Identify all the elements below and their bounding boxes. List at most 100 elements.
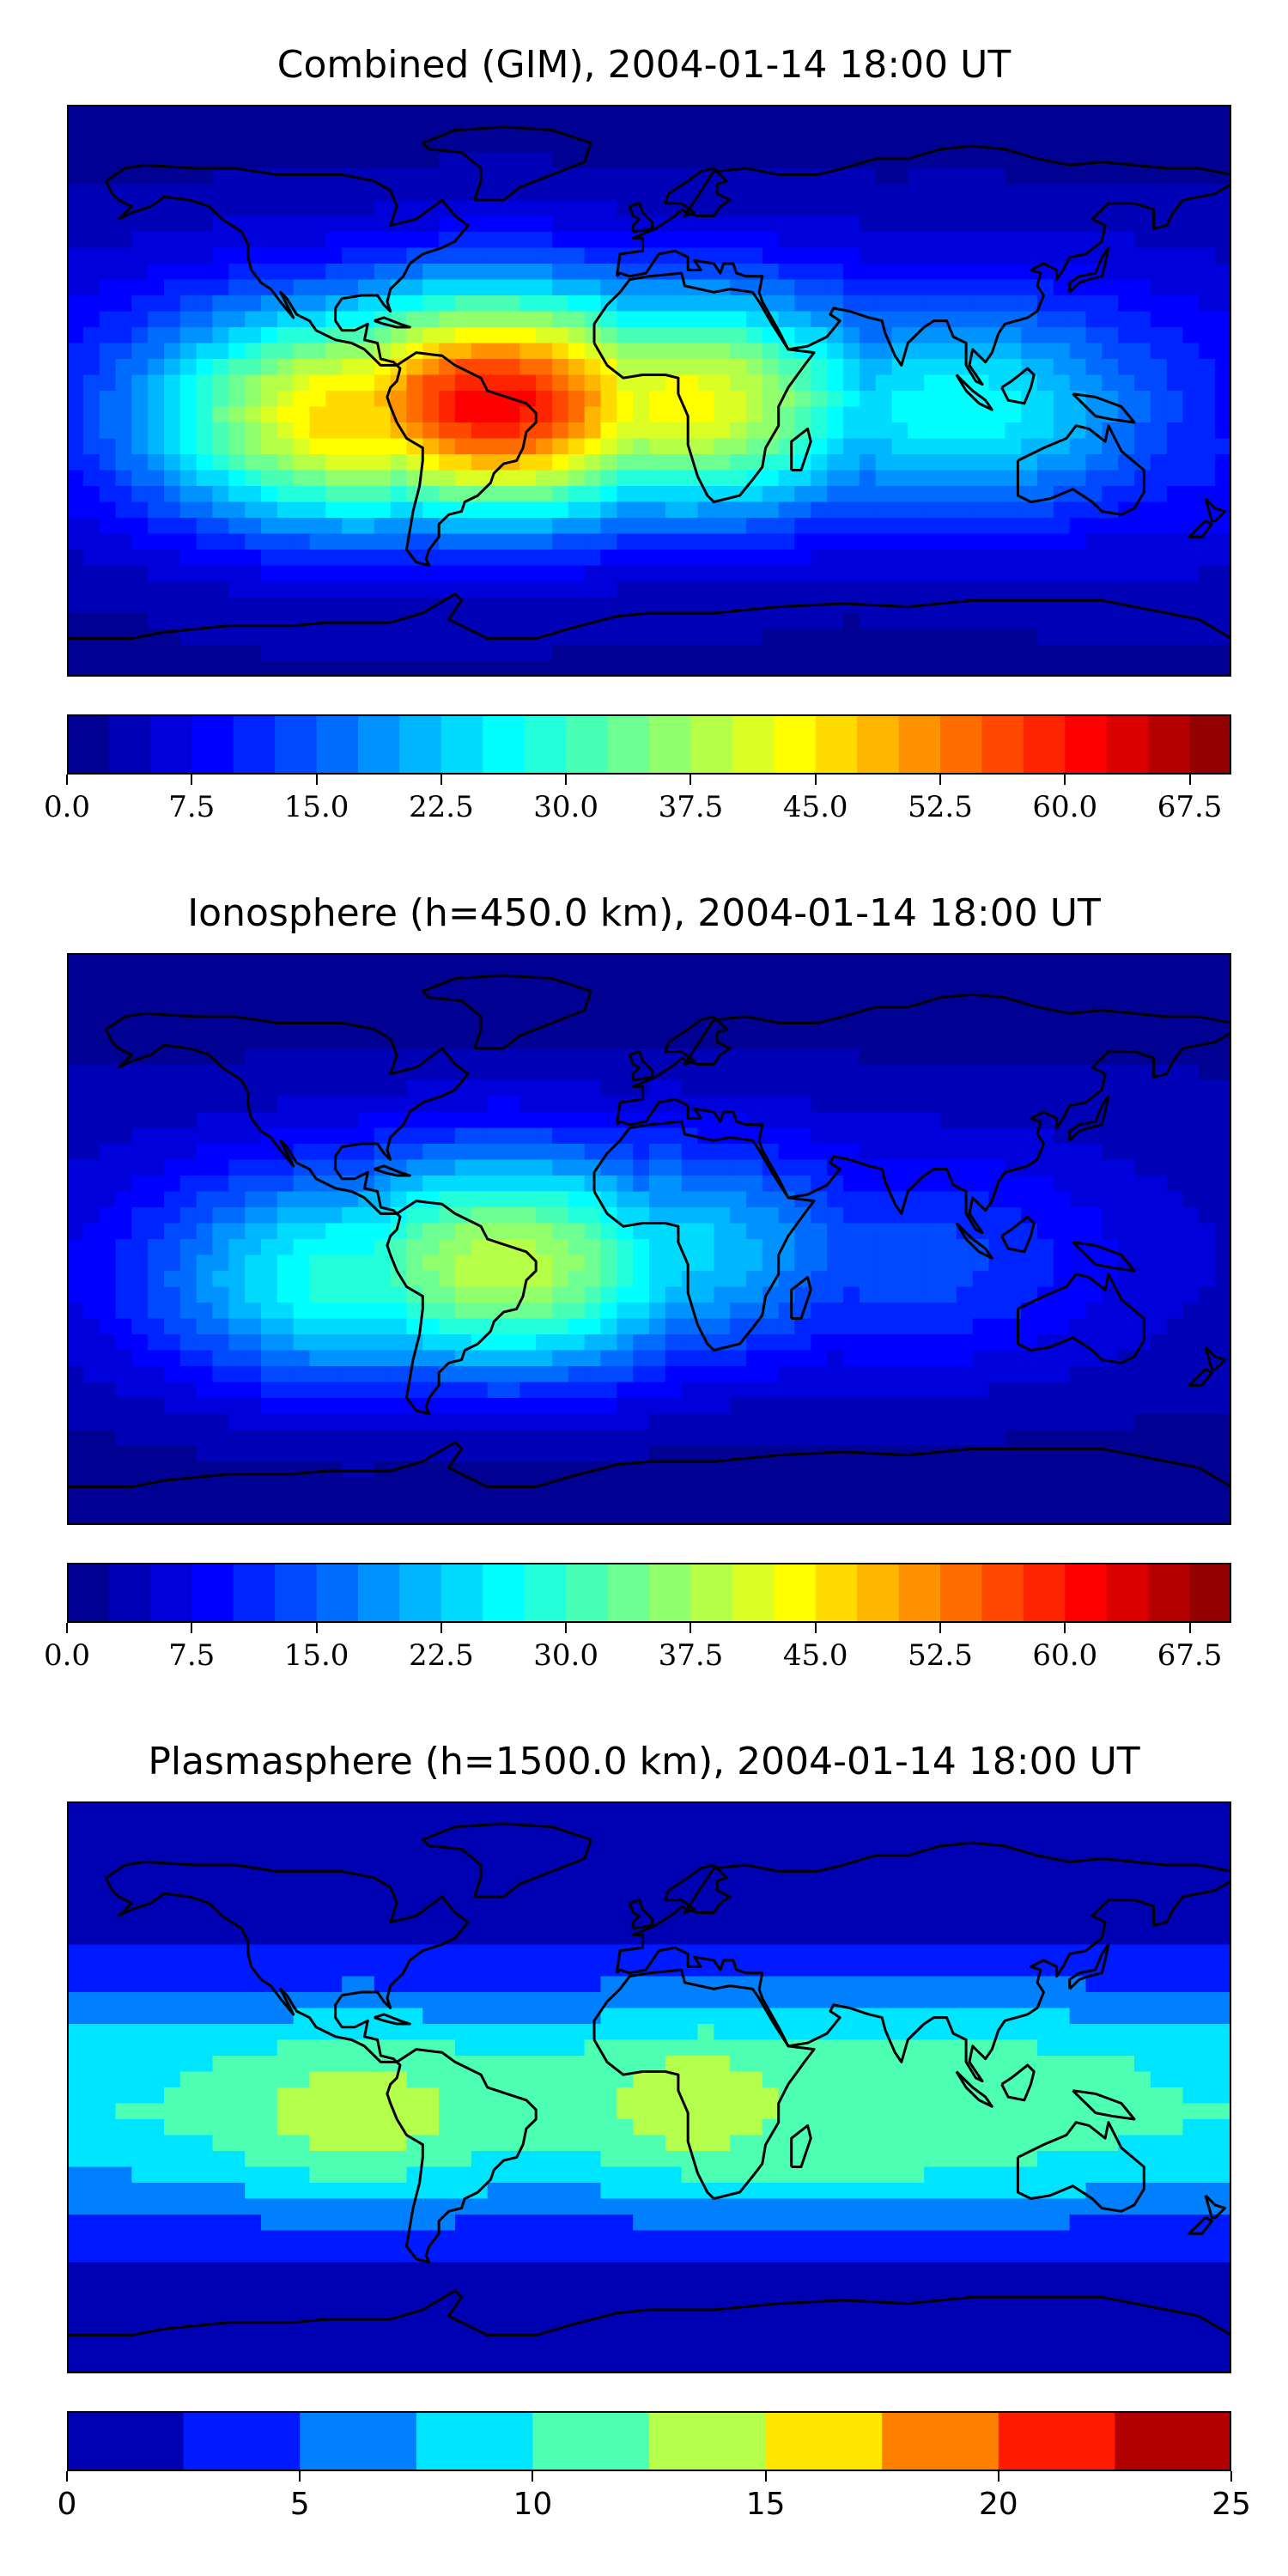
contour-cell bbox=[374, 1334, 392, 1352]
contour-cell bbox=[179, 1112, 197, 1129]
contour-cell bbox=[552, 1223, 569, 1240]
contour-cell bbox=[131, 1350, 149, 1367]
contour-cell bbox=[1085, 359, 1103, 376]
contour-cell bbox=[1215, 343, 1231, 360]
contour-cell bbox=[649, 137, 666, 154]
contour-cell bbox=[875, 1064, 893, 1081]
contour-cell bbox=[714, 1445, 731, 1462]
contour-cell bbox=[374, 533, 392, 550]
contour-cell bbox=[891, 1176, 908, 1193]
contour-cell bbox=[617, 1318, 634, 1335]
contour-cell bbox=[196, 422, 214, 440]
contour-cell bbox=[665, 518, 683, 535]
contour-cell bbox=[617, 1413, 634, 1431]
contour-cell bbox=[503, 1112, 520, 1129]
contour-cell bbox=[519, 1096, 537, 1113]
contour-cell bbox=[179, 264, 197, 281]
contour-cell bbox=[600, 1000, 617, 1018]
contour-cell bbox=[730, 985, 747, 1002]
contour-cell bbox=[552, 1207, 569, 1224]
contour-cell bbox=[972, 200, 990, 217]
contour-cell bbox=[714, 295, 731, 313]
contour-cell bbox=[293, 137, 311, 154]
contour-cell bbox=[1199, 359, 1216, 376]
contour-cell bbox=[164, 1271, 181, 1288]
contour-cell bbox=[794, 953, 811, 970]
contour-cell bbox=[536, 232, 553, 249]
contour-cell bbox=[1118, 1000, 1135, 1018]
contour-cell bbox=[115, 105, 132, 122]
contour-cell bbox=[293, 565, 311, 582]
contour-cell bbox=[261, 1366, 278, 1383]
contour-cell bbox=[1085, 137, 1103, 154]
contour-cell bbox=[940, 1207, 957, 1224]
contour-cell bbox=[827, 406, 844, 423]
contour-cell bbox=[131, 1112, 149, 1129]
contour-cell bbox=[843, 1191, 860, 1208]
contour-cell bbox=[714, 1064, 731, 1081]
contour-cell bbox=[148, 327, 165, 344]
contour-cell bbox=[1037, 1017, 1054, 1034]
contour-cell bbox=[924, 1191, 941, 1208]
contour-cell bbox=[67, 1112, 84, 1129]
contour-cell bbox=[1118, 438, 1135, 455]
contour-cell bbox=[649, 1191, 666, 1208]
contour-cell bbox=[1085, 533, 1103, 550]
contour-cell bbox=[406, 645, 423, 662]
contour-cell bbox=[633, 374, 650, 392]
contour-cell bbox=[552, 454, 569, 471]
contour-cell bbox=[261, 1080, 278, 1097]
contour-cell bbox=[455, 1445, 472, 1462]
contour-cell bbox=[1215, 327, 1231, 344]
contour-cell bbox=[1021, 137, 1038, 154]
contour-cell bbox=[82, 1366, 100, 1383]
contour-cell bbox=[115, 629, 132, 646]
colorbar-segment bbox=[981, 714, 1024, 775]
contour-cell bbox=[439, 438, 456, 455]
contour-cell bbox=[358, 391, 375, 408]
contour-cell bbox=[439, 1398, 456, 1415]
contour-cell bbox=[261, 137, 278, 154]
contour-cell bbox=[681, 550, 699, 567]
contour-cell bbox=[148, 184, 165, 201]
contour-cell bbox=[374, 969, 392, 986]
contour-cell bbox=[1166, 501, 1184, 519]
contour-cell bbox=[390, 565, 408, 582]
contour-cell bbox=[276, 518, 295, 535]
contour-cell bbox=[245, 1000, 262, 1018]
contour-cell bbox=[390, 533, 408, 550]
contour-cell bbox=[681, 518, 699, 535]
contour-cell bbox=[212, 1366, 229, 1383]
contour-cell bbox=[439, 1096, 456, 1113]
contour-cell bbox=[228, 660, 246, 677]
contour-cell bbox=[309, 1127, 326, 1145]
contour-cell bbox=[1118, 343, 1135, 360]
contour-cell bbox=[730, 1286, 747, 1303]
contour-cell bbox=[293, 550, 311, 567]
contour-cell bbox=[1021, 184, 1038, 201]
contour-cell bbox=[487, 1303, 505, 1320]
contour-cell bbox=[390, 137, 408, 154]
contour-cell bbox=[196, 1303, 214, 1320]
contour-cell bbox=[261, 533, 278, 550]
contour-cell bbox=[568, 279, 586, 296]
contour-cell bbox=[67, 1048, 84, 1066]
contour-cell bbox=[681, 1239, 699, 1256]
contour-cell bbox=[794, 1223, 811, 1240]
contour-cell bbox=[179, 613, 197, 630]
contour-cell bbox=[503, 1191, 520, 1208]
contour-cell bbox=[1118, 184, 1135, 201]
contour-cell bbox=[908, 1334, 925, 1352]
contour-cell bbox=[519, 565, 537, 582]
contour-cell bbox=[261, 1398, 278, 1415]
contour-cell bbox=[794, 105, 811, 122]
contour-cell bbox=[179, 1350, 197, 1367]
contour-cell bbox=[600, 311, 617, 328]
contour-cell bbox=[794, 1334, 811, 1352]
contour-cell bbox=[261, 216, 278, 233]
contour-cell bbox=[908, 470, 925, 487]
contour-cell bbox=[131, 533, 149, 550]
contour-cell bbox=[276, 1112, 295, 1129]
contour-cell bbox=[245, 422, 262, 440]
contour-cell bbox=[261, 1271, 278, 1288]
